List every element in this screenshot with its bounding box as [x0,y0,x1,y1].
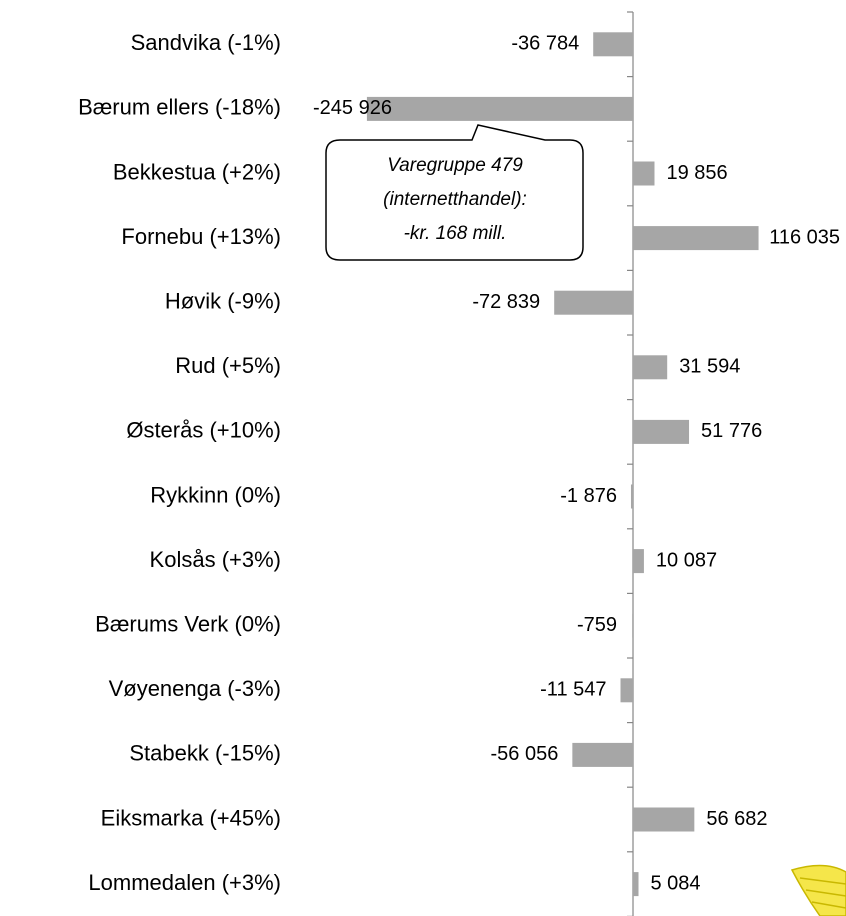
value-label: -245 926 [313,97,392,119]
value-label: 5 084 [651,872,701,894]
value-label: -36 784 [511,33,579,55]
category-label: Rud (+5%) [175,353,281,378]
category-label: Sandvika (-1%) [131,30,281,55]
bar [633,807,695,832]
annotation-line: Varegruppe 479 [387,155,523,176]
value-label: -759 [577,614,617,636]
bar [633,549,644,574]
value-label: -1 876 [560,485,617,507]
bar [593,32,634,57]
bar [633,226,759,251]
category-label: Stabekk (-15%) [129,741,281,766]
bar [572,742,634,767]
value-label: -56 056 [491,743,559,765]
category-label: Østerås (+10%) [126,418,281,443]
category-label: Kolsås (+3%) [150,547,281,572]
category-label: Eiksmarka (+45%) [101,805,281,830]
bar [366,96,634,121]
bar [633,419,690,444]
logo-shape [790,864,846,916]
category-label: Vøyenenga (-3%) [109,676,281,701]
logo-lines [799,877,846,909]
callout-box [325,124,584,261]
value-label: 19 856 [666,162,727,184]
value-label: 116 035 [769,226,840,248]
bar [620,678,634,703]
category-label: Bærums Verk (0%) [95,612,281,637]
category-label: Rykkinn (0%) [150,482,281,507]
value-label: -72 839 [472,291,540,313]
value-label: 31 594 [679,356,740,378]
callout: Varegruppe 479 (internetthandel): -kr. 168… [325,124,584,261]
category-label: Bekkestua (+2%) [113,159,281,184]
annotation-line: -kr. 168 mill. [404,223,507,244]
bar [633,355,668,380]
category-label: Bærum ellers (-18%) [78,95,281,120]
category-label: Fornebu (+13%) [121,224,281,249]
value-label: 56 682 [706,808,767,830]
bar [633,872,639,897]
value-label: 10 087 [656,549,717,571]
logo [790,864,846,916]
annotation-line: (internetthandel): [383,189,527,210]
category-label: Høvik (-9%) [165,289,281,314]
bar [632,613,634,638]
bar [633,161,655,186]
category-label: Lommedalen (+3%) [88,870,281,895]
value-label: 51 776 [701,420,762,442]
bar [554,290,634,315]
bar [630,484,634,509]
value-label: -11 547 [540,679,606,701]
